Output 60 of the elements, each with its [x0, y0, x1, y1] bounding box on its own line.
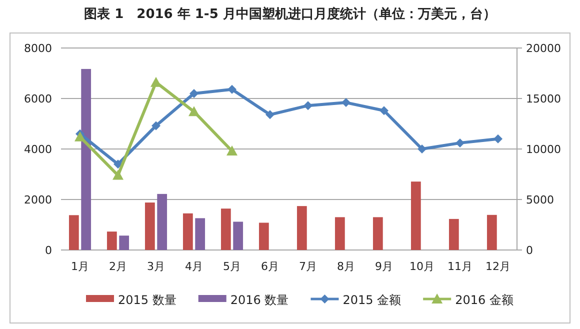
- y2-tick-label: 15000: [526, 92, 561, 106]
- point: [114, 160, 122, 169]
- point: [188, 106, 200, 116]
- y-tick-label: 6000: [24, 92, 52, 106]
- x-tick-label: 7月: [299, 260, 317, 273]
- bar: [157, 194, 168, 250]
- bar: [68, 215, 79, 250]
- y-tick-label: 4000: [24, 143, 52, 156]
- bar: [81, 68, 92, 250]
- point: [456, 138, 464, 148]
- x-tick-label: 2月: [109, 260, 127, 273]
- y-tick-label: 8000: [24, 42, 52, 55]
- bar: [334, 217, 345, 250]
- bar: [182, 213, 193, 250]
- x-tick-label: 4月: [185, 260, 203, 273]
- y2-tick-label: 5000: [526, 194, 554, 206]
- point: [418, 144, 426, 154]
- x-tick-label: 1月: [71, 260, 89, 273]
- bar: [296, 206, 307, 250]
- bar: [195, 218, 206, 250]
- x-tick-label: 9月: [375, 260, 393, 273]
- bar: [144, 202, 155, 250]
- y2-tick-label: 0: [526, 244, 533, 257]
- point: [152, 121, 160, 130]
- x-tick-label: 6月: [261, 260, 279, 273]
- x-tick-label: 8月: [337, 260, 355, 273]
- bar: [486, 214, 497, 250]
- y-tick-label: 0: [45, 244, 52, 257]
- point: [304, 101, 312, 110]
- chart-title: 图表 1 2016 年 1-5 月中国塑机进口月度统计（单位：万美元，台）: [84, 6, 496, 22]
- point: [150, 76, 162, 87]
- point: [226, 146, 238, 156]
- bar: [448, 218, 459, 250]
- point: [266, 110, 274, 120]
- bar: [220, 208, 231, 250]
- legend-label: 2016 金额: [455, 293, 514, 307]
- x-tick-label: 3月: [147, 260, 165, 273]
- bar: [258, 222, 269, 250]
- point: [74, 131, 86, 142]
- y-tick-label: 2000: [24, 194, 52, 206]
- x-tick-label: 11月: [448, 260, 472, 273]
- point: [342, 98, 350, 108]
- point: [228, 84, 236, 94]
- point: [190, 88, 198, 98]
- point: [380, 106, 388, 116]
- point: [494, 134, 502, 144]
- bar: [119, 236, 130, 250]
- y2-tick-label: 10000: [526, 143, 561, 156]
- x-tick-label: 12月: [486, 260, 510, 273]
- legend-label: 2016 数量: [230, 293, 289, 307]
- point: [112, 170, 124, 180]
- x-tick-label: 5月: [223, 260, 241, 273]
- legend-label: 2015 金额: [342, 293, 402, 307]
- bar: [372, 217, 383, 250]
- bar: [410, 182, 421, 250]
- x-tick-label: 10月: [410, 260, 434, 273]
- legend-label: 2015 数量: [118, 293, 176, 307]
- bar: [233, 222, 244, 250]
- y2-tick-label: 20000: [526, 42, 561, 55]
- bar: [106, 232, 117, 250]
